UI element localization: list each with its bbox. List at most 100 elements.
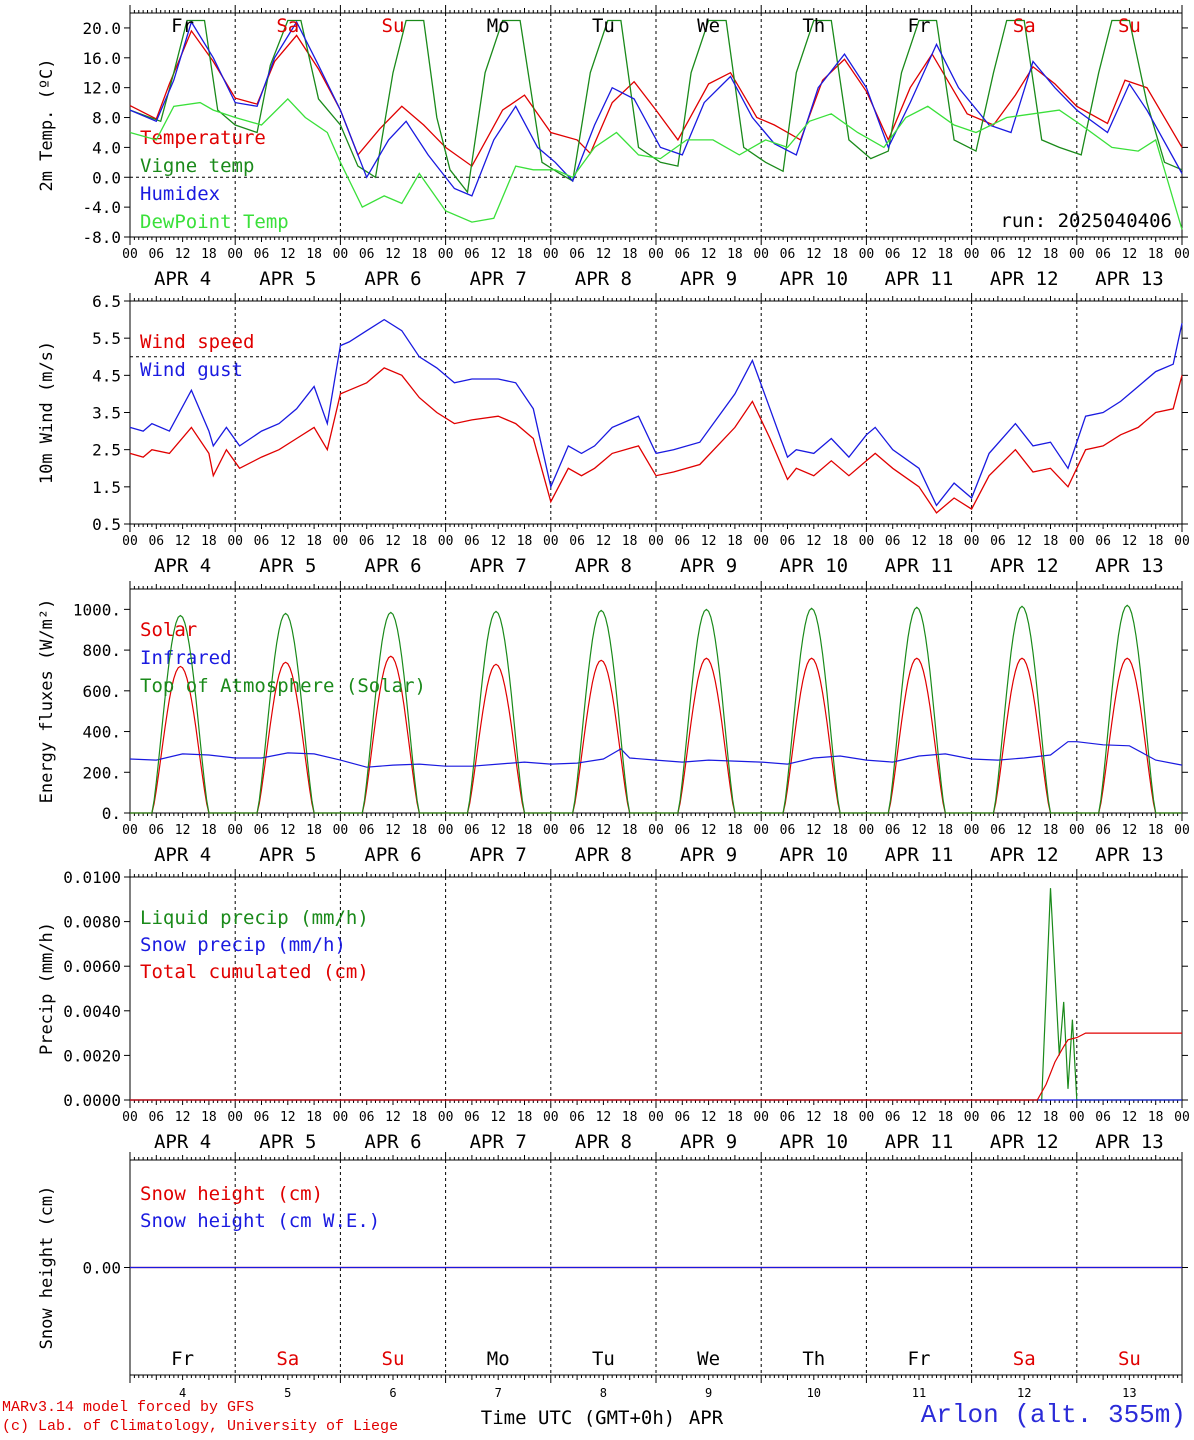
- y-tick-label: 0.5: [92, 515, 121, 534]
- hour-tick-label: 18: [1043, 534, 1059, 549]
- hour-tick-label: 00: [438, 1110, 454, 1125]
- hour-tick-label: 18: [411, 247, 427, 262]
- y-axis-label: 2m Temp. (ºC): [37, 58, 57, 191]
- series-line-0-0: [129, 29, 1183, 168]
- hour-tick-label: 18: [201, 1110, 217, 1125]
- hour-tick-label: 12: [596, 247, 612, 262]
- hour-tick-label: 18: [1148, 823, 1164, 838]
- y-tick-label: 600.: [82, 682, 121, 701]
- hour-tick-label: 12: [490, 823, 506, 838]
- day-name-bottom: Sa: [1013, 1348, 1036, 1370]
- day-date-label: APR 7: [470, 1131, 527, 1153]
- day-date-label: APR 10: [779, 1131, 848, 1153]
- hour-tick-label: 00: [1174, 247, 1190, 262]
- hour-tick-label: 18: [937, 1110, 953, 1125]
- legend-entry: Solar: [140, 619, 197, 641]
- hour-tick-label: 18: [517, 823, 533, 838]
- hour-tick-label: 06: [254, 1110, 270, 1125]
- hour-tick-label: 00: [122, 1110, 138, 1125]
- hour-tick-label: 06: [254, 823, 270, 838]
- y-axis-label: Snow height (cm): [37, 1186, 57, 1350]
- hour-tick-label: 18: [517, 247, 533, 262]
- hour-tick-label: 00: [964, 247, 980, 262]
- hour-tick-label: 12: [385, 1110, 401, 1125]
- hour-tick-label: 06: [885, 534, 901, 549]
- hour-tick-label: 06: [990, 823, 1006, 838]
- day-date-label: APR 13: [1095, 268, 1164, 290]
- hour-tick-label: 18: [832, 823, 848, 838]
- day-name-top: Sa: [276, 15, 299, 37]
- day-name-bottom: Th: [802, 1348, 825, 1370]
- y-tick-label: 12.0: [82, 79, 121, 98]
- day-date-label: APR 8: [575, 1131, 632, 1153]
- day-date-label: APR 8: [575, 555, 632, 577]
- y-tick-label: 0.0060: [63, 957, 121, 976]
- hour-tick-label: 18: [201, 247, 217, 262]
- day-name-top: Sa: [1013, 15, 1036, 37]
- hour-tick-label: 00: [1174, 534, 1190, 549]
- day-number-label: 4: [179, 1386, 186, 1400]
- hour-tick-label: 18: [937, 534, 953, 549]
- hour-tick-label: 00: [753, 247, 769, 262]
- legend-entry: DewPoint Temp: [140, 211, 289, 233]
- hour-tick-label: 12: [1122, 534, 1138, 549]
- hour-tick-label: 18: [1043, 1110, 1059, 1125]
- day-name-bottom: Su: [1118, 1348, 1141, 1370]
- hour-tick-label: 18: [727, 534, 743, 549]
- y-tick-label: 20.0: [82, 19, 121, 38]
- hour-tick-label: 18: [727, 247, 743, 262]
- legend-entry: Total cumulated (cm): [140, 961, 369, 983]
- legend-entry: Snow precip (mm/h): [140, 934, 346, 956]
- hour-tick-label: 00: [543, 534, 559, 549]
- hour-tick-label: 06: [359, 247, 375, 262]
- day-name-top: Fr: [908, 15, 931, 37]
- series-line-0-1: [129, 19, 1183, 194]
- hour-tick-label: 18: [201, 823, 217, 838]
- series-line-2-2: [130, 604, 1182, 814]
- hour-tick-label: 06: [1095, 823, 1111, 838]
- y-tick-label: 3.5: [92, 404, 121, 423]
- hour-tick-label: 00: [1069, 1110, 1085, 1125]
- x-axis-title: Time UTC (GMT+0h): [481, 1407, 675, 1429]
- hour-tick-label: 00: [648, 247, 664, 262]
- day-date-label: APR 12: [990, 555, 1059, 577]
- hour-tick-label: 06: [464, 1110, 480, 1125]
- hour-tick-label: 18: [1148, 1110, 1164, 1125]
- day-date-label: APR 9: [680, 1131, 737, 1153]
- y-tick-label: -8.0: [82, 228, 121, 247]
- hour-tick-label: 00: [648, 823, 664, 838]
- day-name-top: Tu: [592, 15, 615, 37]
- hour-tick-label: 06: [885, 247, 901, 262]
- hour-tick-label: 12: [175, 823, 191, 838]
- hour-tick-label: 12: [385, 534, 401, 549]
- hour-tick-label: 12: [911, 823, 927, 838]
- day-name-top: Fr: [171, 15, 194, 37]
- day-number-label: 6: [389, 1386, 396, 1400]
- legend-entry: Humidex: [140, 183, 220, 205]
- station-name: Arlon (alt. 355m): [920, 1400, 1186, 1430]
- hour-tick-label: 00: [438, 534, 454, 549]
- hour-tick-label: 06: [254, 534, 270, 549]
- hour-tick-label: 12: [806, 247, 822, 262]
- hour-tick-label: 00: [753, 534, 769, 549]
- credit-line-lab: (c) Lab. of Climatology, University of L…: [2, 1418, 399, 1435]
- day-date-label: APR 9: [680, 268, 737, 290]
- hour-tick-label: 18: [727, 823, 743, 838]
- hour-tick-label: 00: [122, 823, 138, 838]
- hour-tick-label: 12: [1016, 1110, 1032, 1125]
- hour-tick-label: 18: [622, 823, 638, 838]
- hour-tick-label: 12: [701, 534, 717, 549]
- hour-tick-label: 06: [569, 1110, 585, 1125]
- hour-tick-label: 00: [438, 247, 454, 262]
- y-tick-label: 8.0: [92, 109, 121, 128]
- hour-tick-label: 18: [937, 823, 953, 838]
- hour-tick-label: 06: [990, 534, 1006, 549]
- day-date-label: APR 12: [990, 844, 1059, 866]
- day-number-label: 5: [284, 1386, 291, 1400]
- y-tick-label: -4.0: [82, 198, 121, 217]
- hour-tick-label: 18: [1148, 534, 1164, 549]
- series-line-0-2: [129, 20, 1183, 197]
- hour-tick-label: 12: [596, 1110, 612, 1125]
- hour-tick-label: 18: [832, 534, 848, 549]
- day-name-bottom: Su: [382, 1348, 405, 1370]
